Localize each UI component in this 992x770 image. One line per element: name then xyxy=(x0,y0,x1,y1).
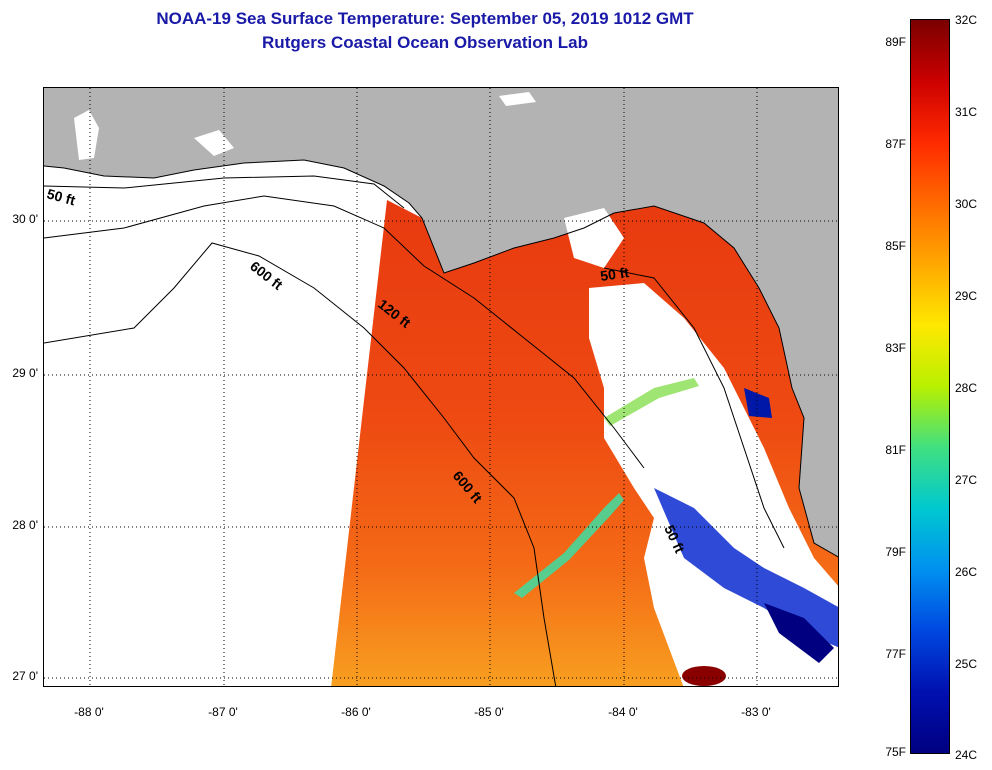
lon-tick-label: -85 0' xyxy=(474,705,504,719)
colorbar-celsius-label: 25C xyxy=(955,657,978,671)
colorbar-fahrenheit-label: 81F xyxy=(885,443,906,457)
lon-tick-label: -87 0' xyxy=(208,705,238,719)
sst-map-canvas: 50 ft 600 ft 120 ft 50 ft 600 ft 50 ft xyxy=(44,88,838,686)
contour-label: 50 ft xyxy=(45,185,77,208)
lon-tick-label: -84 0' xyxy=(608,705,638,719)
sst-map[interactable]: 50 ft 600 ft 120 ft 50 ft 600 ft 50 ft xyxy=(43,87,839,687)
contour-label: 50 ft xyxy=(599,264,630,284)
colorbar-celsius-label: 29C xyxy=(955,289,978,303)
cool-water-patch xyxy=(654,488,838,648)
colorbar-celsius-label: 28C xyxy=(955,381,978,395)
warm-spot xyxy=(682,666,726,686)
colorbar-fahrenheit-label: 85F xyxy=(885,239,906,253)
colorbar-celsius-label: 32C xyxy=(955,13,978,27)
coastal-bay xyxy=(499,92,536,106)
colorbar-celsius-label: 26C xyxy=(955,565,978,579)
cloud-mask xyxy=(564,208,624,268)
lat-tick-label: 28 0' xyxy=(12,518,38,532)
lon-tick-label: -83 0' xyxy=(741,705,771,719)
map-title: NOAA-19 Sea Surface Temperature: Septemb… xyxy=(156,9,694,28)
contour-label: 600 ft xyxy=(247,258,286,293)
cool-water-patch xyxy=(744,388,772,418)
lat-tick-label: 29 0' xyxy=(12,366,38,380)
colorbar-fahrenheit-label: 89F xyxy=(885,35,906,49)
cool-water-patch xyxy=(764,603,834,663)
coastal-bay xyxy=(74,110,99,160)
temperature-colorbar xyxy=(910,19,950,754)
lon-tick-label: -88 0' xyxy=(74,705,104,719)
contour-50ft-fl xyxy=(603,267,785,549)
colorbar-fahrenheit-label: 79F xyxy=(885,545,906,559)
land-mass xyxy=(44,88,838,557)
lon-tick-label: -86 0' xyxy=(341,705,371,719)
cool-filament xyxy=(514,493,624,598)
cool-filament xyxy=(604,378,699,426)
colorbar-celsius-label: 27C xyxy=(955,473,978,487)
colorbar-celsius-label: 31C xyxy=(955,105,978,119)
colorbar-celsius-label: 30C xyxy=(955,197,978,211)
lat-tick-label: 30 0' xyxy=(12,212,38,226)
colorbar-fahrenheit-label: 75F xyxy=(885,745,906,759)
lat-tick-label: 27 0' xyxy=(12,669,38,683)
colorbar-fahrenheit-label: 83F xyxy=(885,341,906,355)
map-subtitle: Rutgers Coastal Ocean Observation Lab xyxy=(262,33,588,52)
colorbar-fahrenheit-label: 77F xyxy=(885,647,906,661)
colorbar-celsius-label: 24C xyxy=(955,748,978,762)
contour-600ft xyxy=(44,242,557,686)
coastline xyxy=(44,159,838,558)
contour-120ft xyxy=(44,195,645,469)
colorbar-fahrenheit-label: 87F xyxy=(885,137,906,151)
contour-50ft xyxy=(44,175,405,209)
